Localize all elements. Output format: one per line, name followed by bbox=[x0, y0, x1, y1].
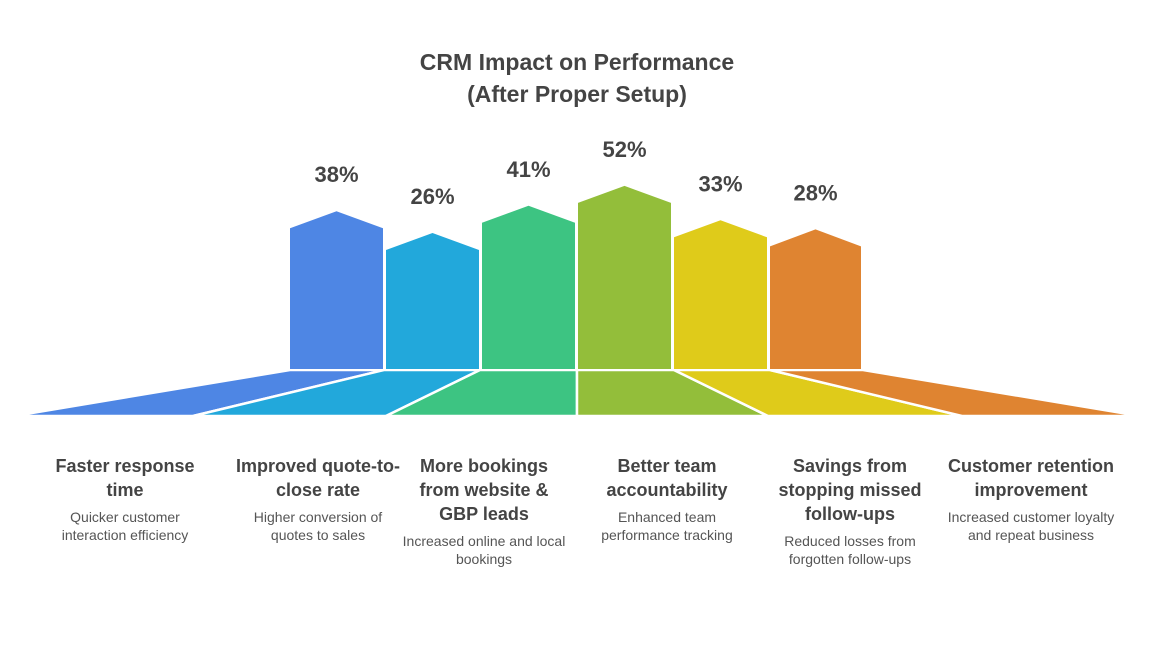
bar-1 bbox=[290, 211, 383, 369]
category-heading: Customer retention improvement bbox=[947, 456, 1115, 500]
title-line-2: (After Proper Setup) bbox=[467, 81, 687, 107]
category-label-3: More bookings from website & GBP leads In… bbox=[399, 454, 569, 568]
category-label-1: Faster response time Quicker customer int… bbox=[40, 454, 210, 544]
category-label-2: Improved quote-to-close rate Higher conve… bbox=[233, 454, 403, 544]
category-heading: More bookings from website & GBP leads bbox=[419, 456, 549, 524]
category-label-5: Savings from stopping missed follow-ups R… bbox=[765, 454, 935, 568]
bar-4 bbox=[578, 185, 671, 369]
bar-6 bbox=[770, 229, 861, 369]
value-label-5: 33% bbox=[698, 171, 742, 196]
category-heading: Better team accountability bbox=[606, 456, 728, 500]
category-heading: Faster response time bbox=[55, 456, 195, 500]
value-label-4: 52% bbox=[602, 137, 646, 162]
category-description: Higher conversion of quotes to sales bbox=[253, 509, 383, 543]
title-line-1: CRM Impact on Performance bbox=[419, 49, 735, 75]
bar-3 bbox=[482, 205, 575, 369]
category-heading: Improved quote-to-close rate bbox=[236, 456, 400, 500]
category-description: Increased online and local bookings bbox=[402, 533, 566, 567]
value-label-1: 38% bbox=[314, 162, 358, 187]
category-description: Reduced losses from forgotten follow-ups bbox=[784, 533, 916, 567]
category-label-4: Better team accountability Enhanced team … bbox=[582, 454, 752, 544]
bar-5 bbox=[674, 220, 767, 369]
bar-2 bbox=[386, 232, 479, 369]
category-label-6: Customer retention improvement Increased … bbox=[946, 454, 1116, 544]
value-label-6: 28% bbox=[793, 180, 837, 205]
category-heading: Savings from stopping missed follow-ups bbox=[778, 456, 922, 524]
value-label-3: 41% bbox=[506, 157, 550, 182]
bar-base-6 bbox=[769, 368, 1141, 418]
value-label-2: 26% bbox=[410, 184, 454, 209]
category-description: Quicker customer interaction efficiency bbox=[61, 509, 189, 543]
category-description: Enhanced team performance tracking bbox=[601, 509, 733, 543]
category-description: Increased customer loyalty and repeat bu… bbox=[947, 509, 1115, 543]
